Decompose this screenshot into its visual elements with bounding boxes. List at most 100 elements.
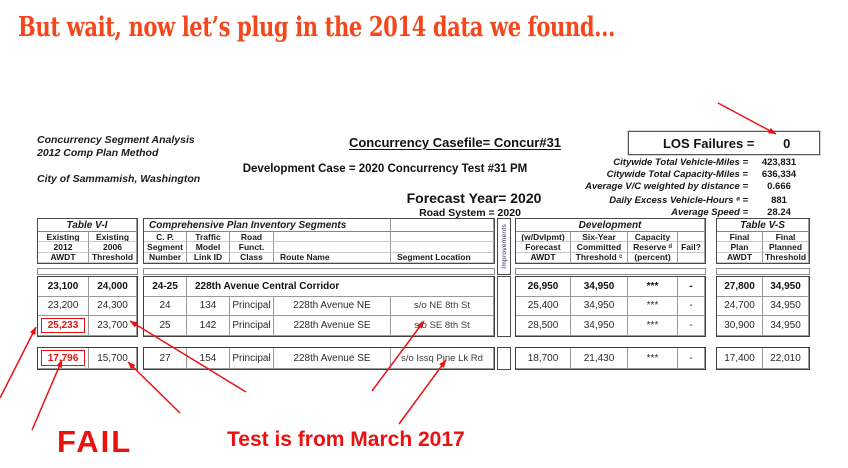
table-cell: 21,430 [571, 348, 628, 369]
improvements-label: Improvements [500, 224, 508, 269]
stat-row: Citywide Total Capacity-Miles = 636,334 [606, 169, 797, 180]
stat-row: Average V/C weighted by distance = 0.666 [585, 181, 791, 192]
table-cell: 228th Avenue SE [274, 348, 391, 369]
spacer-row [37, 268, 138, 275]
spacer-row [143, 268, 495, 275]
table-cell: 18,700 [516, 348, 571, 369]
header-cell: 2006 [89, 242, 137, 253]
corridor-label-cell: 228th Avenue Central Corridor [187, 277, 494, 297]
table-cell: 34,950 [571, 277, 628, 297]
table-cell: - [678, 348, 705, 369]
table-vs-title: Table V-S [717, 219, 809, 232]
table-cell: - [678, 316, 705, 336]
table-cell: 22,010 [763, 348, 809, 369]
table-cell: *** [628, 296, 678, 317]
header-cell: Six-Year [571, 232, 628, 243]
header-cell: Segment [144, 242, 187, 253]
annotation-arrow [31, 359, 63, 431]
header-cell [391, 232, 494, 243]
test-date-annotation: Test is from March 2017 [227, 428, 465, 451]
los-failures-value: 0 [783, 135, 791, 151]
table-cell: 25,400 [516, 296, 571, 317]
header-cell: Capacity [628, 232, 678, 243]
table-cell: Principal [230, 316, 274, 336]
header-cell: Plan [717, 242, 763, 253]
table-cell: 24,300 [89, 296, 137, 317]
stat-row: Citywide Total Vehicle-Miles = 423,831 [613, 157, 797, 168]
table-cell: 17,400 [717, 348, 763, 369]
table-cell: 25 [144, 316, 187, 336]
los-failures-box: LOS Failures = 0 [628, 131, 820, 155]
table-vi-title: Table V-I [38, 219, 137, 232]
table-cell: 34,950 [763, 277, 809, 297]
table-cell: 228th Avenue SE [274, 316, 391, 336]
report-org-block: Concurrency Segment Analysis 2012 Comp P… [37, 134, 200, 186]
header-cell: Link ID [187, 252, 230, 263]
header-cell: Model [187, 242, 230, 253]
header-cell: AWDT [717, 252, 763, 263]
forecast-year-line: Forecast Year= 2020 [406, 190, 542, 206]
table-cell: 26,950 [516, 277, 571, 297]
cpis-data-block-2: 27 154 Principal 228th Avenue SE s/o Iss… [143, 347, 495, 370]
header-cell [678, 232, 705, 243]
table-cell: - [678, 277, 705, 297]
table-cell: 27 [144, 348, 187, 369]
header-cell [391, 219, 494, 232]
table-cell: *** [628, 277, 678, 297]
improvements-cell [497, 276, 511, 337]
table-cell: 28,500 [516, 316, 571, 336]
table-cell: 228th Avenue NE [274, 296, 391, 317]
vi-data-block-2: 17,796 15,700 [37, 347, 138, 370]
header-cell: Road [230, 232, 274, 243]
table-cell: 24 [144, 296, 187, 317]
header-cell: Forecast [516, 242, 571, 253]
header-cell: AWDT [516, 252, 571, 263]
development-header: Development (w/Dvlpmt) Six-Year Capacity… [515, 218, 706, 264]
table-cell: 24,000 [89, 277, 137, 297]
report-method-line: 2012 Comp Plan Method [37, 147, 159, 159]
table-cell: s/o NE 8th St [391, 296, 494, 317]
los-failures-label: LOS Failures = [662, 135, 755, 151]
table-cell: 134 [187, 296, 230, 317]
table-cell: s/o Issq Pine Lk Rd [391, 348, 494, 369]
header-cell: C. P. [144, 232, 187, 243]
table-cell: 34,950 [571, 296, 628, 317]
header-cell: Class [230, 252, 274, 263]
header-cell: Existing [89, 232, 137, 243]
table-cell: s/o SE 8th St [391, 316, 494, 336]
table-cell: - [678, 296, 705, 317]
stat-row: Daily Excess Vehicle-Hours ᵃ = 881 [609, 195, 787, 206]
spacer-row [515, 268, 706, 275]
improvements-column-header: Improvements [497, 218, 511, 275]
table-cell: 34,950 [763, 316, 809, 336]
header-cell: Committed [571, 242, 628, 253]
development-case-line: Development Case = 2020 Concurrency Test… [242, 163, 528, 175]
table-cell: 23,200 [38, 296, 89, 317]
table-cell: *** [628, 348, 678, 369]
road-system-line: Road System = 2020 [419, 207, 521, 219]
table-cell: 34,950 [571, 316, 628, 336]
cpis-title: Comprehensive Plan Inventory Segments [144, 219, 391, 232]
header-cell-segment-location: Segment Location [391, 252, 494, 263]
header-cell-fail: Fail? [678, 242, 705, 253]
table-cell: 23,700 [89, 316, 137, 336]
header-cell: (percent) [628, 252, 678, 263]
vi-data-block-1: 23,100 24,000 23,200 24,300 25,233 23,70… [37, 276, 138, 337]
flagged-awdt-17796: 17,796 [38, 348, 89, 369]
header-cell-route-name: Route Name [274, 252, 391, 263]
table-cell: 24-25 [144, 277, 187, 297]
citywide-stats: Citywide Total Vehicle-Miles = 423,831 C… [555, 157, 810, 219]
table-cell: Principal [230, 296, 274, 317]
vs-data-block-1: 27,800 34,950 24,700 34,950 30,900 34,95… [716, 276, 810, 337]
development-data-block-2: 18,700 21,430 *** - [515, 347, 706, 370]
table-cell: 142 [187, 316, 230, 336]
table-cell: 24,700 [717, 296, 763, 317]
spacer-row [716, 268, 810, 275]
table-vi-header: Table V-I Existing Existing 2012 2006 AW… [37, 218, 138, 264]
header-cell: Number [144, 252, 187, 263]
table-cell: 30,900 [717, 316, 763, 336]
table-cell: 23,100 [38, 277, 89, 297]
table-cell: 154 [187, 348, 230, 369]
flagged-awdt-25233: 25,233 [38, 316, 89, 336]
